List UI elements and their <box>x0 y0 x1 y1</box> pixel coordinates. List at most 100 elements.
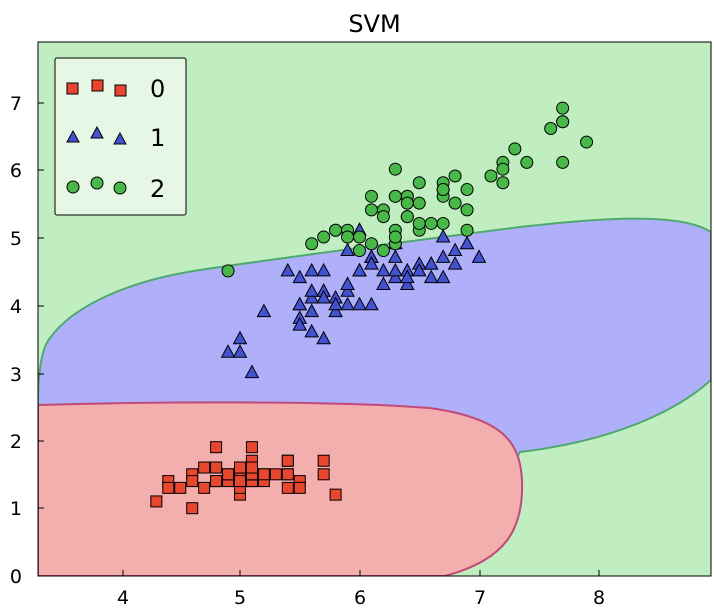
point-class-2-15 <box>400 210 414 224</box>
legend-marker-circle-icon <box>66 180 80 194</box>
point-class-1-2 <box>459 235 475 250</box>
point-class-1-55 <box>423 256 439 270</box>
point-class-1-41 <box>364 256 379 270</box>
point-class-1-39 <box>292 296 308 311</box>
legend-marker-circle-icon <box>113 181 127 195</box>
plot-area <box>38 42 711 576</box>
point-class-1-43 <box>232 344 248 358</box>
point-class-2-6 <box>221 264 235 278</box>
point-class-2-30 <box>520 155 534 169</box>
point-class-0-37 <box>162 481 175 494</box>
point-class-2-14 <box>329 223 343 237</box>
point-class-2-45 <box>388 230 402 244</box>
point-class-0-6 <box>186 475 199 488</box>
point-class-1-7 <box>220 344 236 358</box>
legend-marker-square-icon <box>91 79 104 92</box>
point-class-0-31 <box>281 468 294 481</box>
point-class-1-48 <box>244 364 260 379</box>
point-class-1-34 <box>280 262 296 277</box>
y-axis: 0 1 2 3 4 5 6 7 <box>10 93 44 588</box>
point-class-2-46 <box>412 216 426 230</box>
x-tick-label-7: 7 <box>474 587 486 609</box>
point-class-1-16 <box>304 262 320 277</box>
point-class-0-22 <box>186 502 199 515</box>
plot-frame <box>37 41 712 577</box>
legend-entry-2: 2 <box>66 175 165 203</box>
legend-label-0: 0 <box>150 75 165 103</box>
point-class-1-56 <box>399 269 415 284</box>
point-class-1-37 <box>388 269 403 284</box>
point-class-2-52 <box>424 216 438 230</box>
point-class-1-52 <box>411 262 427 277</box>
point-class-2-49 <box>364 203 378 217</box>
x-tick-label-4: 4 <box>117 587 129 609</box>
point-class-1-27 <box>435 228 451 243</box>
y-tick-label-6: 6 <box>10 160 22 182</box>
legend-marker-triangle-icon <box>113 131 127 145</box>
region-0 <box>38 401 524 576</box>
point-class-1-40 <box>292 269 308 284</box>
point-class-0-41 <box>234 461 246 474</box>
point-class-2-31 <box>580 135 594 149</box>
point-class-1-47 <box>376 276 391 290</box>
y-tick-label-2: 2 <box>10 431 22 453</box>
legend-marker-square-icon <box>114 84 127 97</box>
point-class-1-24 <box>399 276 415 290</box>
point-class-1-25 <box>423 269 439 284</box>
y-tick-label-5: 5 <box>10 228 22 250</box>
point-class-1-53 <box>388 262 403 277</box>
point-class-2-19 <box>353 230 366 244</box>
legend-entry-1: 1 <box>66 124 165 152</box>
point-class-2-13 <box>317 230 331 244</box>
point-class-1-21 <box>364 296 379 311</box>
point-class-0-44 <box>245 461 258 474</box>
point-class-2-44 <box>436 216 450 230</box>
point-class-1-5 <box>316 262 331 277</box>
point-class-1-26 <box>447 242 463 257</box>
point-class-1-49 <box>316 289 331 304</box>
point-class-2-34 <box>364 189 378 203</box>
legend-entry-0: 0 <box>66 75 165 103</box>
point-class-2-7 <box>508 142 522 156</box>
point-class-2-35 <box>556 155 570 169</box>
legend-marker-triangle-icon <box>66 129 80 143</box>
point-class-2-2 <box>484 169 498 183</box>
point-class-0-15 <box>317 468 330 481</box>
point-class-0-45 <box>269 468 282 481</box>
legend: 0 1 2 <box>54 57 187 216</box>
point-class-2-20 <box>460 183 474 197</box>
point-class-0-29 <box>198 461 211 474</box>
x-tick-label-6: 6 <box>354 587 366 609</box>
point-class-1-32 <box>328 303 343 318</box>
point-class-2-5 <box>544 122 558 136</box>
point-class-0-14 <box>329 488 342 501</box>
point-class-1-35 <box>352 262 367 277</box>
legend-marker-square-icon <box>66 82 79 95</box>
point-class-2-0 <box>388 162 402 176</box>
point-class-0-43 <box>210 475 223 488</box>
point-class-2-50 <box>341 230 355 244</box>
point-class-1-54 <box>340 276 355 290</box>
point-class-1-0 <box>471 249 487 263</box>
y-tick-label-3: 3 <box>10 364 22 386</box>
point-class-0-20 <box>281 454 294 467</box>
point-class-2-18 <box>556 101 570 115</box>
point-class-0-32 <box>257 468 270 481</box>
point-class-1-14 <box>304 323 320 338</box>
point-class-2-39 <box>460 203 474 217</box>
point-class-0-30 <box>210 461 223 474</box>
point-class-1-31 <box>292 317 308 331</box>
point-class-2-22 <box>556 115 570 129</box>
point-class-1-51 <box>447 256 463 270</box>
point-class-1-20 <box>340 242 355 257</box>
x-axis: 4 5 6 7 8 <box>117 570 605 609</box>
legend-marker-triangle-icon <box>90 125 104 139</box>
y-tick-label-0: 0 <box>10 566 22 588</box>
point-class-2-37 <box>400 196 414 210</box>
point-class-1-11 <box>340 283 355 297</box>
point-class-1-18 <box>376 262 391 277</box>
x-tick-label-8: 8 <box>593 587 605 609</box>
point-class-2-16 <box>412 196 426 210</box>
point-class-2-27 <box>364 237 378 251</box>
